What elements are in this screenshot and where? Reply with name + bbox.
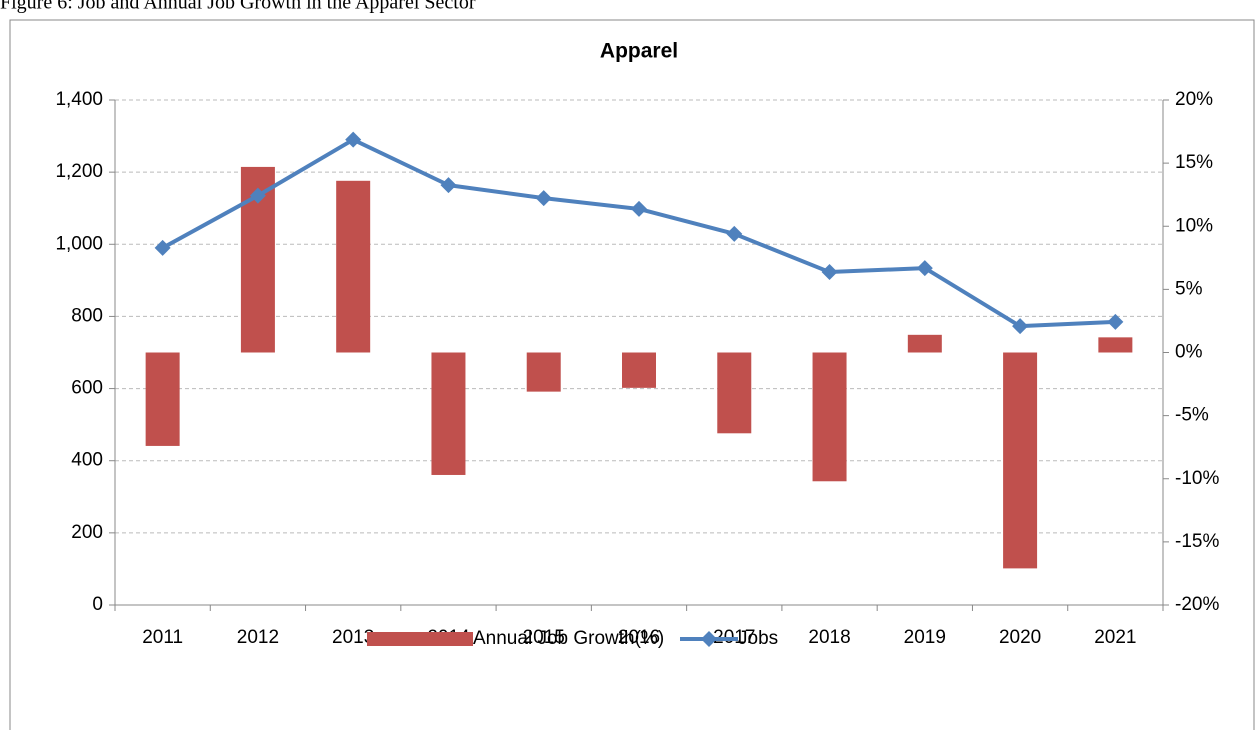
bar (145, 352, 180, 446)
y-tick-label: 1,200 (55, 161, 103, 182)
marker (535, 190, 552, 207)
y2-tick-label: 0% (1175, 342, 1203, 363)
bar (812, 352, 847, 482)
y-tick-label: 800 (71, 305, 103, 326)
y2-tick-label: -5% (1175, 405, 1209, 426)
marker (440, 177, 457, 194)
bar (907, 334, 942, 353)
y2-tick-label: 10% (1175, 215, 1213, 236)
bar (336, 180, 371, 353)
marker (631, 200, 647, 217)
bar (526, 352, 561, 392)
y2-tick-label: 5% (1175, 278, 1203, 299)
marker (821, 264, 838, 281)
y2-tick-label: 20% (1175, 89, 1213, 110)
marker (1107, 313, 1124, 330)
legend-swatch (367, 632, 473, 646)
x-tick-label: 2013 (332, 627, 374, 648)
x-tick-label: 2016 (618, 627, 660, 648)
caption: Figure 6: Job and Annual Job Growth in t… (0, 0, 476, 14)
y-tick-label: 1,000 (55, 233, 103, 254)
x-tick-label: 2012 (237, 627, 279, 648)
x-tick-label: 2020 (999, 627, 1041, 648)
y-tick-label: 200 (71, 522, 103, 543)
bar (717, 352, 752, 434)
chart-frame (9, 19, 1255, 730)
x-tick-label: 2018 (808, 627, 850, 648)
legend-marker (701, 631, 717, 647)
marker (1012, 318, 1029, 335)
chart-title: Apparel (600, 40, 678, 63)
bar (622, 352, 656, 388)
y2-tick-label: -10% (1175, 468, 1219, 489)
y2-tick-label: -20% (1175, 594, 1219, 615)
legend-label: Jobs (738, 628, 778, 649)
bar (1098, 337, 1133, 353)
x-tick-label: 2011 (142, 627, 183, 648)
y-tick-label: 0 (92, 594, 103, 615)
marker (726, 225, 743, 242)
y2-tick-label: 15% (1175, 152, 1213, 173)
marker (916, 260, 933, 277)
line (161, 137, 1116, 329)
marker (345, 131, 362, 148)
bar (1003, 352, 1038, 569)
y-tick-label: 1,400 (55, 89, 103, 110)
x-tick-label: 2021 (1094, 627, 1136, 648)
marker (154, 239, 171, 256)
bar (431, 352, 466, 475)
y2-tick-label: -15% (1175, 531, 1219, 552)
x-tick-label: 2019 (904, 627, 946, 648)
x-tick-label: 2015 (523, 627, 565, 648)
y-tick-label: 600 (71, 378, 103, 399)
legend-label: Annual Job Growth(%) (473, 628, 664, 649)
marker (249, 187, 266, 204)
y-tick-label: 400 (71, 450, 103, 471)
